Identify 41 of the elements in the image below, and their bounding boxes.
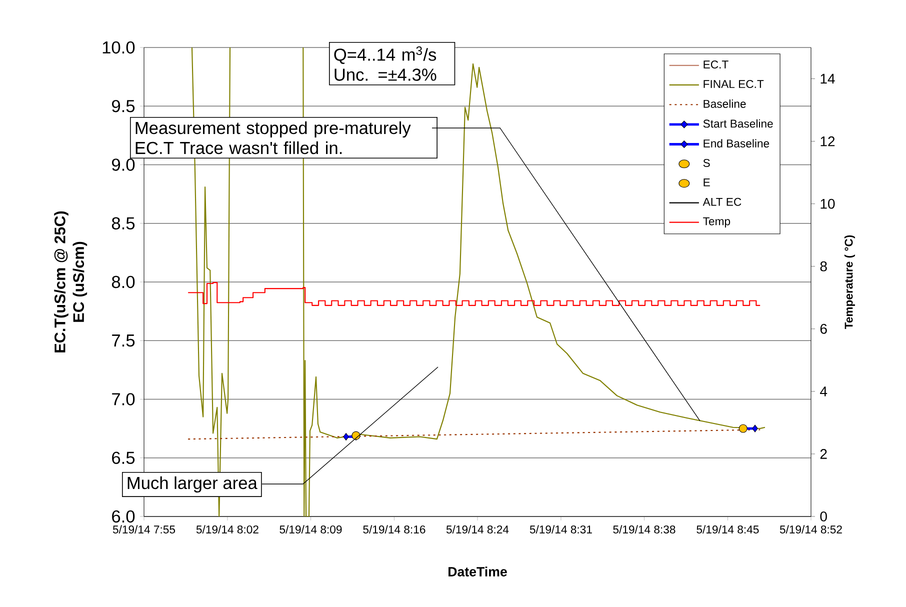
y-tick-label: 8.0: [112, 276, 135, 288]
y2-tick-label: 6: [820, 324, 827, 334]
legend-label: E: [704, 178, 710, 186]
y2-tick-label: 4: [820, 386, 828, 396]
legend-label: S: [703, 158, 710, 167]
y-tick-label: 8.5: [112, 217, 135, 230]
x-tick-label: 5/19/14 8:24: [446, 525, 509, 534]
x-tick-label: 5/19/14 8:52: [780, 525, 842, 534]
y2-tick-label: 14: [820, 74, 835, 84]
y2-axis-title: Temperature ( °C): [844, 235, 855, 330]
y-tick-label: 7.0: [112, 393, 135, 406]
legend-label: EC.T: [704, 60, 728, 69]
y-tick-label: 6.0: [112, 510, 135, 523]
y-tick-label: 6.5: [112, 452, 135, 464]
legend-label: FINAL EC.T: [704, 80, 764, 88]
y2-tick-label: 8: [820, 261, 827, 272]
y-tick-label: 7.5: [112, 334, 135, 347]
y2-tick-label: 12: [820, 136, 835, 146]
x-tick-label: 5/19/14 8:02: [196, 525, 258, 534]
legend-label: End Baseline: [704, 139, 770, 148]
legend-label: Start Baseline: [703, 119, 773, 128]
annotation: Much larger area: [128, 476, 258, 493]
x-tick-label: 5/19/14 8:31: [530, 525, 592, 534]
y-tick-label: 9.0: [112, 158, 135, 171]
x-tick-label: 5/19/14 8:16: [363, 525, 426, 534]
x-tick-label: 5/19/14 8:09: [280, 525, 342, 534]
legend-label: Baseline: [704, 100, 746, 108]
annotation: Measurement stopped pre-maturely EC.T Trace wasn't filled in.: [136, 121, 411, 154]
y2-tick-label: 2: [820, 449, 827, 459]
y-axis-title: EC.T(uS/cm @ 25C) EC (uS/cm): [54, 211, 88, 352]
annotation: Q=4..14 m$^{3}$/s Unc. =±4.3%: [334, 46, 436, 81]
legend-label: Temp: [703, 217, 730, 228]
x-axis-title: DateTime: [448, 566, 507, 576]
legend-label: ALT EC: [702, 198, 742, 206]
x-tick-label: 5/19/14 8:38: [613, 525, 676, 534]
y2-tick-label: 0: [820, 512, 827, 522]
y-tick-label: 9.5: [112, 100, 135, 112]
y-tick-label: 10.0: [102, 41, 135, 54]
y2-tick-label: 10: [820, 198, 835, 209]
x-tick-label: 5/19/14 8:45: [696, 525, 759, 534]
x-tick-label: 5/19/14 7:55: [112, 525, 176, 534]
